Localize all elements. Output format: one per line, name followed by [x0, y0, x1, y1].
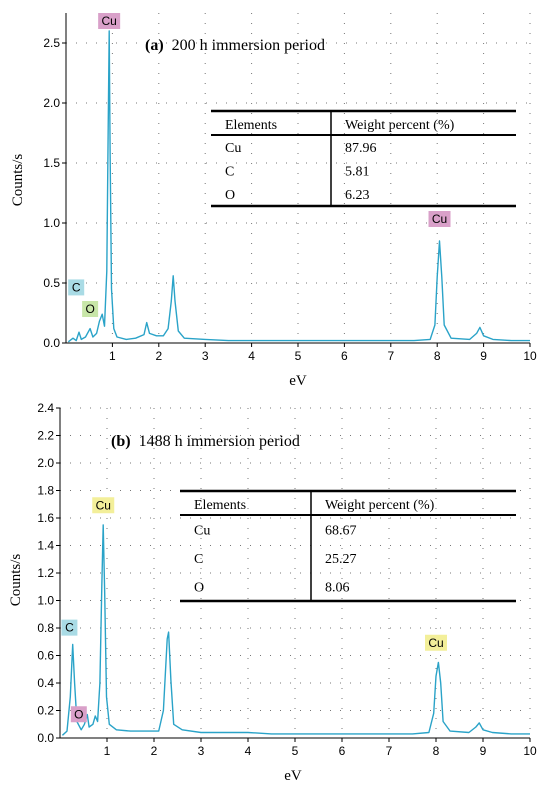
y-tick-label: 1.0: [37, 594, 54, 608]
peak-label-box: [92, 497, 115, 514]
spectrum-line: [67, 30, 530, 343]
peak-label: O: [70, 706, 87, 723]
table-header-weight: Weight percent (%): [345, 118, 455, 133]
table-cell-element: O: [225, 188, 235, 203]
y-axis-label: Counts/s: [8, 554, 24, 607]
peak-label: C: [61, 619, 78, 636]
x-tick-label: 4: [245, 744, 252, 758]
x-tick-label: 1: [104, 744, 111, 758]
peak-label-box: [61, 619, 78, 636]
x-tick-label: 9: [480, 744, 487, 758]
table-cell-element: C: [194, 552, 203, 567]
y-tick-label: 1.8: [37, 484, 54, 498]
table-cell-weight: 25.27: [325, 552, 357, 567]
peak-label-text: Cu: [96, 498, 111, 512]
table-cell-weight: 8.06: [325, 581, 350, 596]
y-tick-label: 1.6: [37, 511, 54, 525]
peak-label-text: C: [72, 280, 81, 294]
x-tick-label: 8: [434, 349, 441, 363]
table-header-weight: Weight percent (%): [325, 498, 435, 513]
peak-label-text: O: [74, 707, 83, 721]
peak-label: Cu: [428, 211, 451, 227]
y-tick-label: 0.2: [37, 704, 54, 718]
peak-label: Cu: [92, 497, 115, 514]
panel-title-text: 1488 h immersion period: [139, 433, 300, 450]
x-tick-label: 6: [341, 349, 348, 363]
x-tick-label: 7: [386, 744, 393, 758]
table-cell-weight: 5.81: [345, 165, 370, 180]
y-tick-label: 2.2: [37, 429, 54, 443]
table-cell-element: Cu: [194, 523, 210, 538]
peak-label-box: [82, 301, 99, 317]
x-tick-label: 3: [202, 349, 209, 363]
composition-table: Elements Weight percent (%) Cu 87.96 C 5.81 O 6…: [211, 109, 516, 208]
panel-label: (b): [111, 433, 131, 450]
peak-label: Cu: [425, 634, 447, 651]
peak-label-box: [428, 211, 451, 227]
x-tick-label: 10: [523, 744, 537, 758]
table-cell-weight: 87.96: [345, 141, 377, 156]
y-tick-label: 2.0: [43, 96, 60, 110]
grid-lines: [60, 407, 531, 739]
table-header-elements: Elements: [194, 498, 246, 513]
panel-title: (a) 200 h immersion period: [145, 37, 325, 54]
peak-label-text: Cu: [101, 14, 116, 28]
y-tick-label: 1.2: [37, 566, 54, 580]
peak-label-text: Cu: [428, 636, 443, 650]
x-tick-label: 4: [248, 349, 255, 363]
y-tick-label: 1.0: [43, 216, 60, 230]
x-tick-label: 5: [295, 349, 302, 363]
y-tick-label: 1.4: [37, 539, 54, 553]
x-tick-label: 2: [155, 349, 162, 363]
y-tick-label: 0.5: [43, 276, 60, 290]
y-tick-label: 0.0: [37, 731, 54, 745]
y-axis-label: Counts/s: [10, 154, 26, 207]
x-axis-label: eV: [289, 373, 307, 389]
peak-label-text: O: [85, 302, 94, 316]
y-tick-label: 0.8: [37, 621, 54, 635]
peak-label-text: Cu: [432, 212, 447, 226]
x-tick-label: 9: [480, 349, 487, 363]
y-tick-label: 1.5: [43, 156, 60, 170]
x-tick-label: 3: [198, 744, 205, 758]
table-cell-weight: 68.67: [325, 523, 357, 538]
y-tick-label: 2.0: [37, 456, 54, 470]
y-tick-label: 2.5: [43, 36, 60, 50]
chart-panel-a: 1 2 3 4 5 6 7 8 9 10 0.0 0.5 1.0 1.5 2.0 2.5 eV Counts/s (…: [10, 13, 537, 389]
peak-label-box: [98, 13, 121, 29]
x-tick-label: 1: [109, 349, 116, 363]
peak-label-text: C: [65, 621, 74, 635]
y-tick-label: 0.4: [37, 676, 54, 690]
table-cell-element: O: [194, 581, 204, 596]
peak-label-box: [425, 634, 447, 651]
x-axis-label: eV: [284, 768, 302, 784]
x-tick-label: 5: [292, 744, 299, 758]
panel-label: (a): [145, 37, 164, 54]
x-tick-label: 7: [387, 349, 394, 363]
peak-label-box: [70, 706, 87, 723]
y-tick-label: 2.4: [37, 401, 54, 415]
peak-label: O: [82, 301, 99, 317]
table-cell-element: Cu: [225, 141, 241, 156]
spectrum-line: [61, 524, 530, 736]
x-tick-label: 10: [523, 349, 537, 363]
peak-label: C: [68, 279, 85, 296]
x-tick-label: 2: [151, 744, 158, 758]
peak-label-box: [68, 279, 85, 296]
table-header-elements: Elements: [225, 118, 277, 133]
peak-label: Cu: [98, 13, 121, 29]
x-tick-label: 6: [339, 744, 346, 758]
y-tick-label: 0.6: [37, 649, 54, 663]
chart-panel-b: 1 2 3 4 5 6 7 8 9 10 0.0 0.2 0.4 0.6 0.8 1.0 1.2 1.4 1.6 1.…: [8, 401, 537, 784]
y-tick-label: 0.0: [43, 336, 60, 350]
panel-title: (b) 1488 h immersion period: [111, 433, 300, 450]
table-cell-element: C: [225, 165, 234, 180]
panel-title-text: 200 h immersion period: [172, 37, 325, 54]
table-cell-weight: 6.23: [345, 188, 370, 203]
x-tick-label: 8: [433, 744, 440, 758]
composition-table: Elements Weight percent (%) Cu 68.67 C 25.27 O…: [180, 489, 516, 603]
grid-lines: [66, 13, 531, 344]
